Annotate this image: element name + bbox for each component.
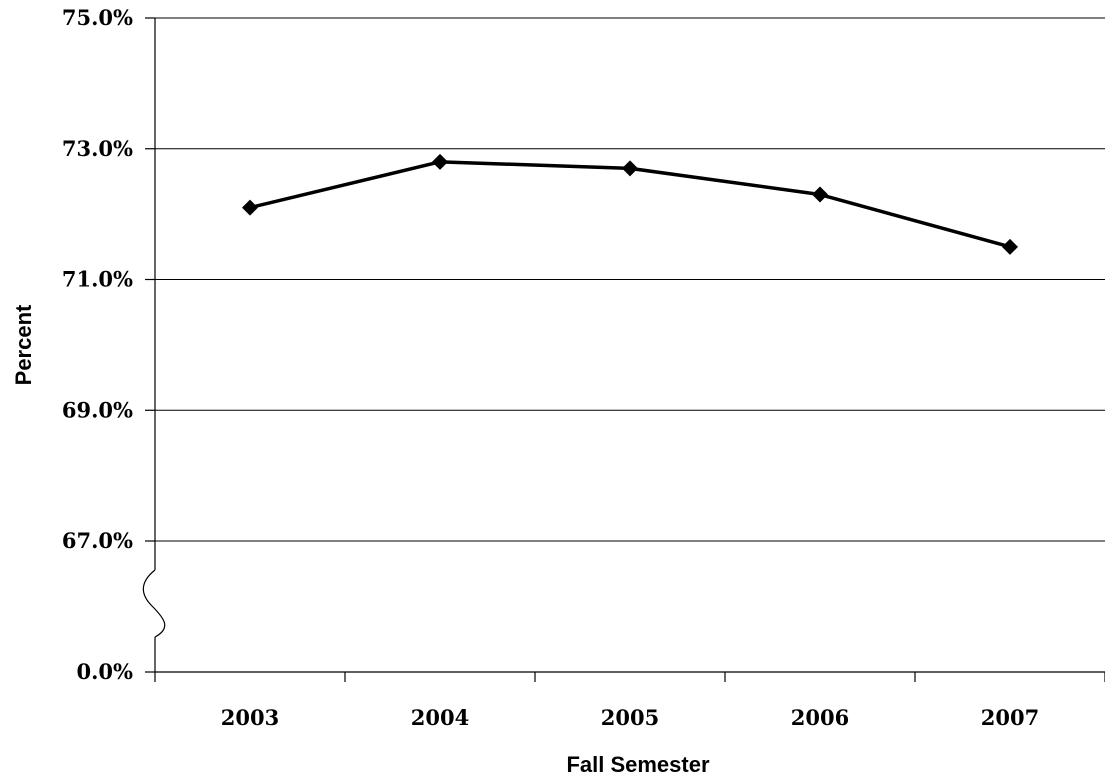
y-tick-label: 73.0% xyxy=(62,136,133,161)
x-axis-title: Fall Semester xyxy=(566,752,710,777)
axes xyxy=(142,18,1105,673)
y-tick-label: 67.0% xyxy=(62,528,133,553)
y-axis-title: Percent xyxy=(11,304,36,385)
data-point-marker xyxy=(622,160,638,177)
data-point-marker xyxy=(812,186,828,203)
series-group xyxy=(242,153,1018,255)
x-tick-label: 2006 xyxy=(791,705,849,730)
x-tick-label: 2005 xyxy=(601,705,659,730)
y-tick-label: 71.0% xyxy=(62,267,133,292)
y-ticks: 75.0% 73.0% 71.0% 69.0% 67.0% 0.0% xyxy=(62,5,155,684)
x-tick-label: 2003 xyxy=(221,705,279,730)
data-point-marker xyxy=(242,199,258,216)
x-tick-label: 2007 xyxy=(981,705,1039,730)
x-ticks: 2003 2004 2005 2006 2007 xyxy=(154,672,1105,730)
gridlines xyxy=(155,17,1105,542)
data-point-marker xyxy=(1002,238,1018,255)
y-tick-label: 0.0% xyxy=(77,659,134,684)
axis-break-symbol xyxy=(142,569,166,638)
x-tick-label: 2004 xyxy=(411,705,469,730)
y-tick-label: 69.0% xyxy=(62,397,133,422)
y-tick-label: 75.0% xyxy=(62,5,133,30)
data-point-marker xyxy=(432,153,448,170)
